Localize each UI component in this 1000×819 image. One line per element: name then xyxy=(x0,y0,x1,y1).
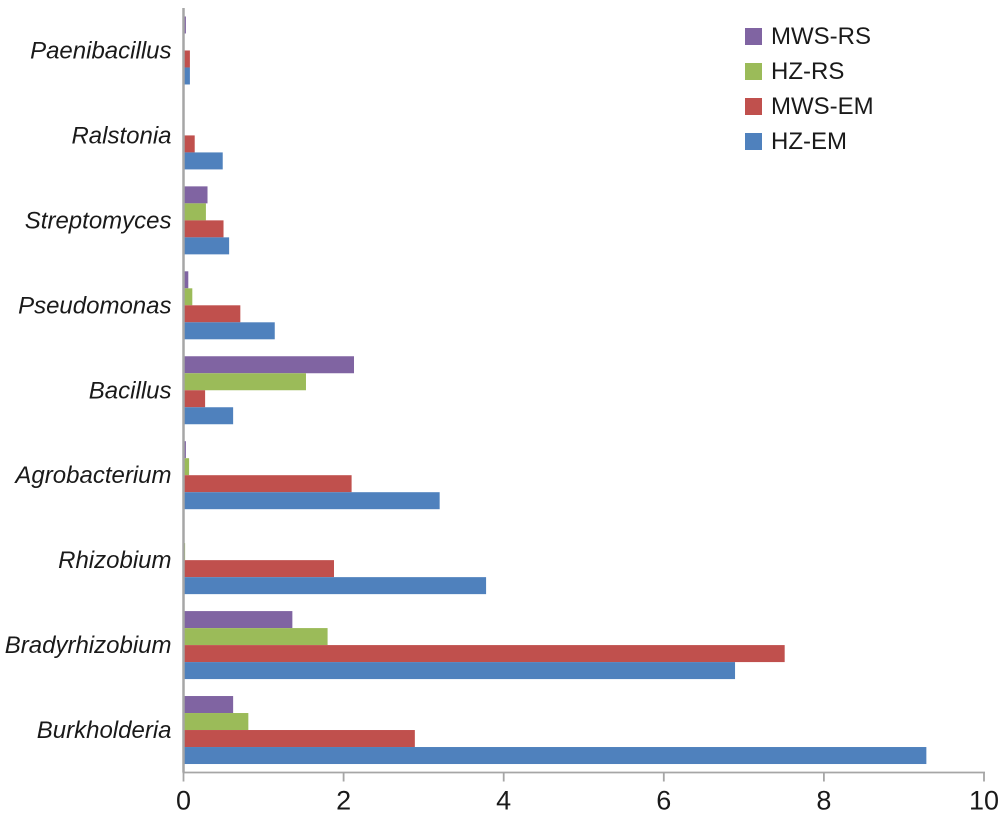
x-tick-label: 2 xyxy=(336,786,351,816)
category-label-Ralstonia: Ralstonia xyxy=(71,122,171,149)
legend-swatch-HZ-EM xyxy=(745,133,762,150)
bar-HZ-EM-Burkholderia xyxy=(183,747,927,765)
bar-HZ-RS-Streptomyces xyxy=(183,203,206,221)
bar-HZ-EM-Rhizobium xyxy=(183,577,487,595)
bar-MWS-EM-Burkholderia xyxy=(183,730,415,748)
bar-MWS-RS-Streptomyces xyxy=(183,186,208,204)
legend-label-MWS-EM: MWS-EM xyxy=(771,93,874,120)
bar-MWS-RS-Pseudomonas xyxy=(183,271,189,289)
bar-HZ-EM-Pseudomonas xyxy=(183,322,275,340)
bar-HZ-RS-Burkholderia xyxy=(183,713,249,731)
bar-HZ-RS-Bradyrhizobium xyxy=(183,628,328,646)
x-tick-label: 6 xyxy=(656,786,671,816)
category-label-Streptomyces: Streptomyces xyxy=(25,207,172,234)
legend-swatch-MWS-EM xyxy=(745,98,762,115)
legend-label-HZ-EM: HZ-EM xyxy=(771,128,847,155)
bar-HZ-EM-Bradyrhizobium xyxy=(183,662,736,680)
x-tick-label: 8 xyxy=(816,786,831,816)
legend-swatch-HZ-RS xyxy=(745,63,762,80)
bar-HZ-EM-Ralstonia xyxy=(183,152,223,170)
category-label-Burkholderia: Burkholderia xyxy=(37,717,172,744)
bar-HZ-RS-Bacillus xyxy=(183,373,306,391)
bar-HZ-RS-Pseudomonas xyxy=(183,288,193,306)
bar-MWS-EM-Ralstonia xyxy=(183,135,195,153)
legend-label-HZ-RS: HZ-RS xyxy=(771,58,844,85)
x-tick-label: 10 xyxy=(969,786,999,816)
x-tick-label: 0 xyxy=(176,786,191,816)
bar-HZ-RS-Agrobacterium xyxy=(183,458,190,476)
bar-HZ-EM-Paenibacillus xyxy=(183,67,190,85)
bar-MWS-EM-Bradyrhizobium xyxy=(183,645,785,663)
category-label-Paenibacillus: Paenibacillus xyxy=(30,37,171,64)
category-label-Agrobacterium: Agrobacterium xyxy=(13,462,171,489)
bar-MWS-EM-Rhizobium xyxy=(183,560,334,578)
bar-HZ-EM-Agrobacterium xyxy=(183,492,440,510)
bar-MWS-EM-Pseudomonas xyxy=(183,305,241,323)
bar-MWS-EM-Paenibacillus xyxy=(183,50,190,68)
x-tick-label: 4 xyxy=(496,786,511,816)
category-label-Bacillus: Bacillus xyxy=(89,377,172,404)
bar-MWS-RS-Bacillus xyxy=(183,356,355,374)
bar-MWS-EM-Bacillus xyxy=(183,390,206,408)
bar-MWS-EM-Streptomyces xyxy=(183,220,224,238)
category-label-Rhizobium: Rhizobium xyxy=(58,547,171,574)
bar-HZ-EM-Bacillus xyxy=(183,407,234,425)
bar-MWS-RS-Bradyrhizobium xyxy=(183,611,293,629)
category-label-Pseudomonas: Pseudomonas xyxy=(18,292,171,319)
bar-MWS-EM-Agrobacterium xyxy=(183,475,352,493)
bar-MWS-RS-Burkholderia xyxy=(183,696,234,714)
legend-swatch-MWS-RS xyxy=(745,28,762,45)
bar-HZ-EM-Streptomyces xyxy=(183,237,230,255)
category-label-Bradyrhizobium: Bradyrhizobium xyxy=(5,632,172,659)
legend-label-MWS-RS: MWS-RS xyxy=(771,23,871,50)
